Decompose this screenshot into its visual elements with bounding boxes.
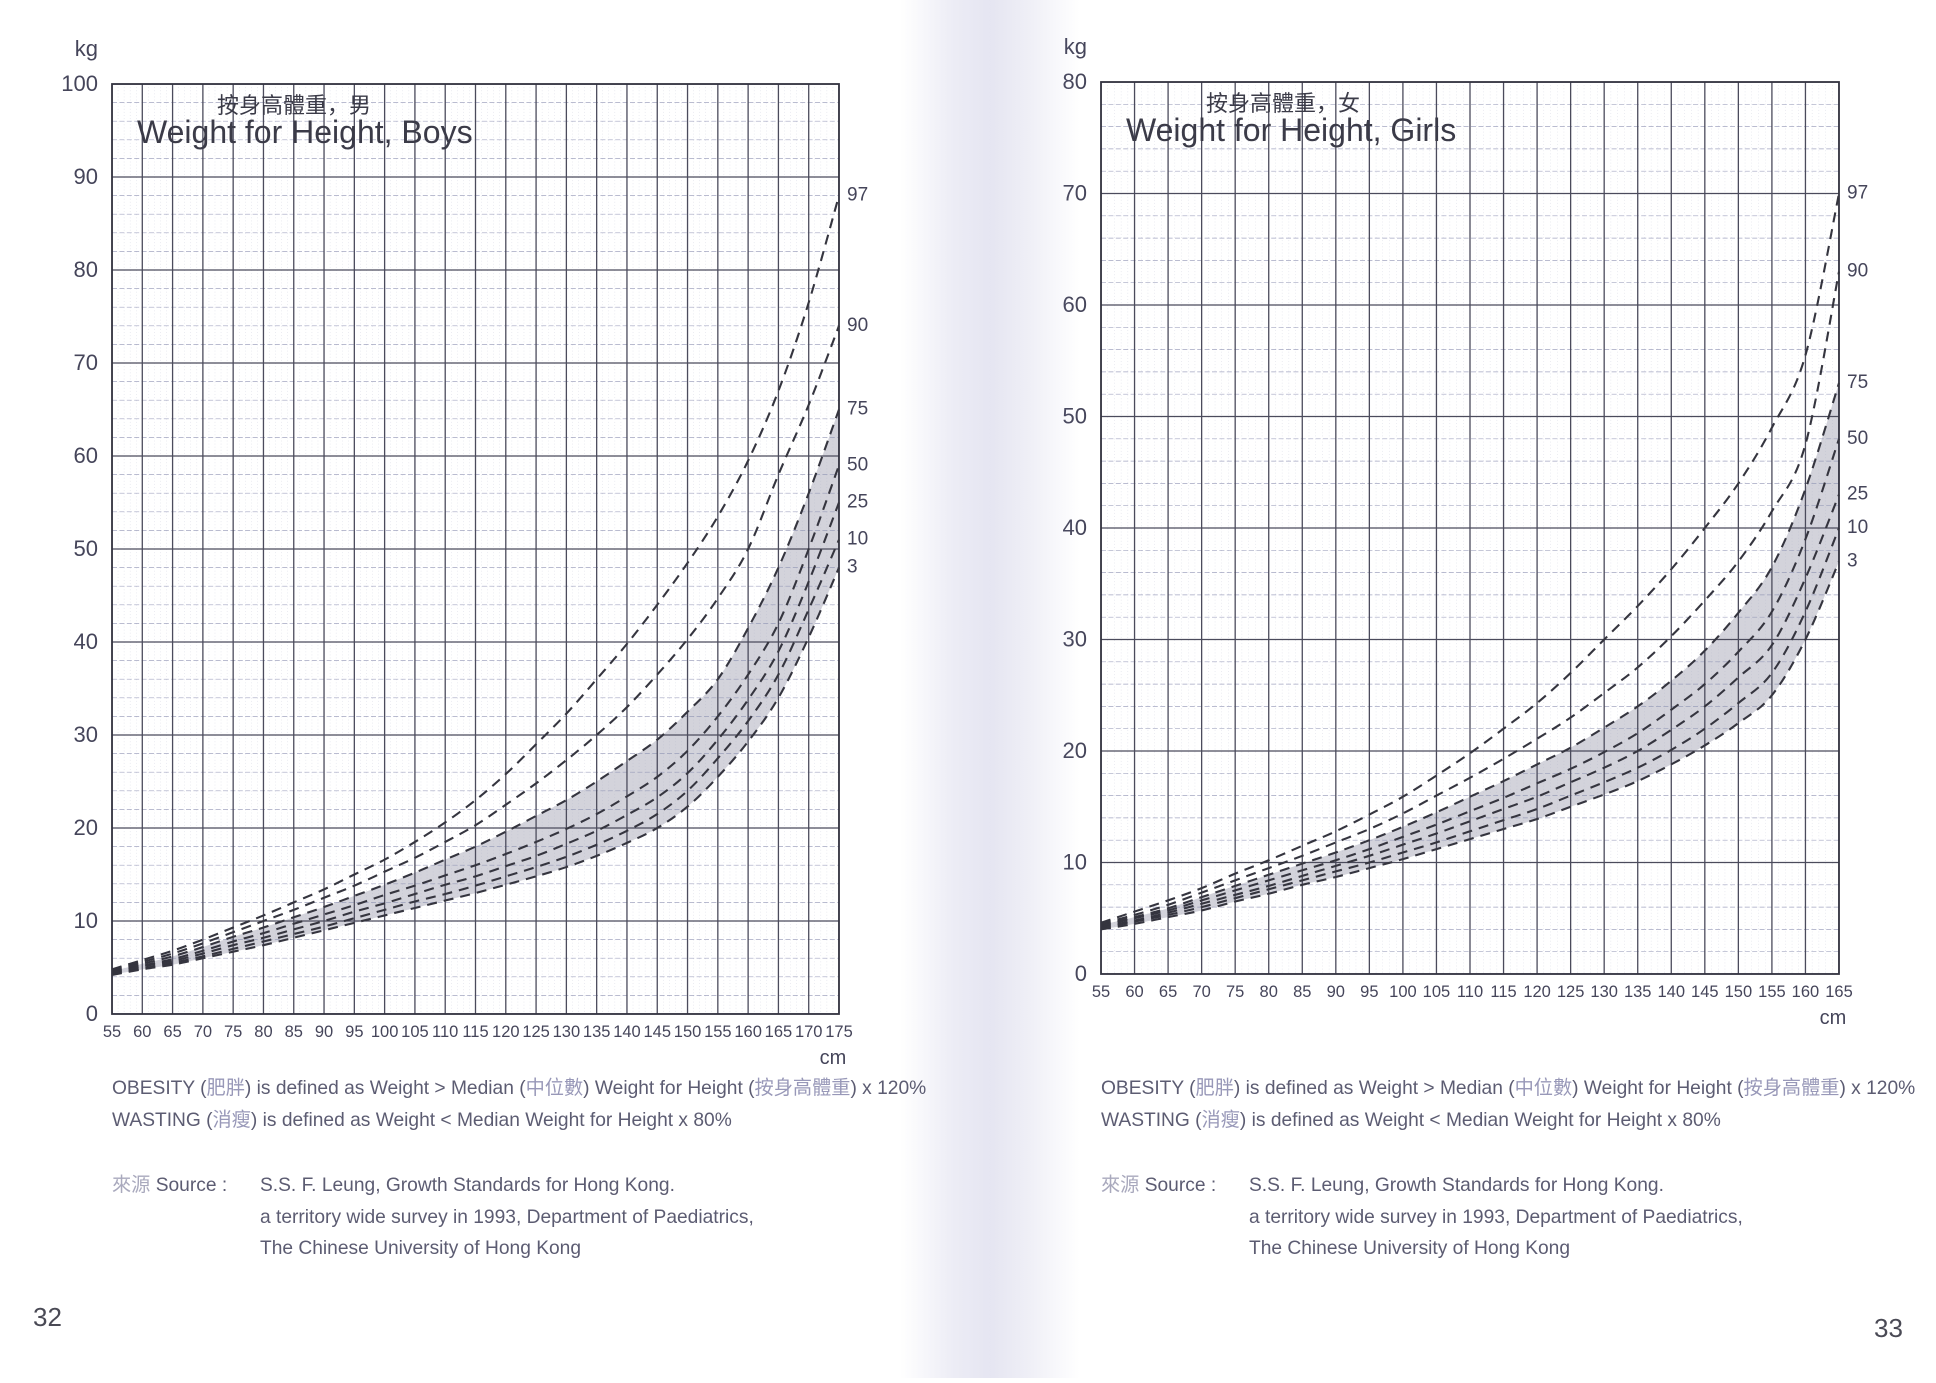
svg-text:155: 155 <box>704 1023 732 1041</box>
svg-text:160: 160 <box>1792 983 1820 1001</box>
svg-text:130: 130 <box>553 1023 581 1041</box>
svg-text:Weight for Height, Girls: Weight for Height, Girls <box>1126 112 1456 148</box>
svg-text:90: 90 <box>1847 261 1868 282</box>
svg-text:170: 170 <box>795 1023 823 1041</box>
svg-text:60: 60 <box>1125 983 1143 1001</box>
svg-text:110: 110 <box>432 1023 458 1041</box>
svg-text:145: 145 <box>1691 983 1719 1001</box>
svg-text:50: 50 <box>74 536 98 561</box>
svg-text:20: 20 <box>1063 738 1087 763</box>
svg-text:150: 150 <box>674 1023 702 1041</box>
svg-text:80: 80 <box>74 257 98 282</box>
svg-text:75: 75 <box>847 399 868 420</box>
svg-text:60: 60 <box>74 443 98 468</box>
svg-text:150: 150 <box>1725 983 1753 1001</box>
svg-text:cm: cm <box>1820 1007 1847 1029</box>
svg-text:120: 120 <box>1523 983 1551 1001</box>
svg-text:10: 10 <box>1063 850 1087 875</box>
svg-text:70: 70 <box>74 350 98 375</box>
svg-text:97: 97 <box>1847 183 1868 204</box>
svg-text:97: 97 <box>847 185 868 206</box>
svg-text:100: 100 <box>1389 983 1417 1001</box>
svg-text:115: 115 <box>462 1023 488 1041</box>
svg-text:90: 90 <box>315 1023 333 1041</box>
svg-text:10: 10 <box>74 908 98 933</box>
svg-text:85: 85 <box>285 1023 303 1041</box>
svg-text:3: 3 <box>1847 550 1858 571</box>
svg-text:80: 80 <box>1260 983 1278 1001</box>
svg-text:75: 75 <box>1847 372 1868 393</box>
svg-text:20: 20 <box>74 815 98 840</box>
svg-text:75: 75 <box>1226 983 1244 1001</box>
svg-text:105: 105 <box>401 1023 429 1041</box>
svg-text:80: 80 <box>254 1023 272 1041</box>
svg-text:10: 10 <box>847 529 868 550</box>
svg-text:3: 3 <box>847 557 858 578</box>
svg-text:155: 155 <box>1758 983 1786 1001</box>
svg-text:165: 165 <box>765 1023 793 1041</box>
svg-text:85: 85 <box>1293 983 1311 1001</box>
svg-text:90: 90 <box>847 315 868 336</box>
svg-text:75: 75 <box>224 1023 242 1041</box>
svg-text:65: 65 <box>163 1023 181 1041</box>
svg-text:135: 135 <box>583 1023 611 1041</box>
svg-text:10: 10 <box>1847 517 1868 538</box>
svg-text:25: 25 <box>847 492 868 513</box>
svg-text:30: 30 <box>74 722 98 747</box>
svg-text:40: 40 <box>74 629 98 654</box>
svg-text:145: 145 <box>643 1023 671 1041</box>
svg-text:130: 130 <box>1590 983 1618 1001</box>
svg-text:70: 70 <box>1063 181 1087 206</box>
svg-text:125: 125 <box>1557 983 1585 1001</box>
svg-text:105: 105 <box>1423 983 1451 1001</box>
svg-text:0: 0 <box>86 1001 98 1026</box>
svg-text:kg: kg <box>1064 34 1087 59</box>
svg-text:40: 40 <box>1063 515 1087 540</box>
svg-text:140: 140 <box>1658 983 1686 1001</box>
svg-text:80: 80 <box>1063 69 1087 94</box>
svg-text:95: 95 <box>1360 983 1378 1001</box>
svg-text:60: 60 <box>1063 292 1087 317</box>
svg-text:65: 65 <box>1159 983 1177 1001</box>
svg-text:50: 50 <box>1847 428 1868 449</box>
svg-text:140: 140 <box>613 1023 641 1041</box>
svg-text:55: 55 <box>103 1023 121 1041</box>
svg-text:100: 100 <box>61 71 98 96</box>
svg-text:165: 165 <box>1825 983 1853 1001</box>
svg-text:120: 120 <box>492 1023 520 1041</box>
svg-text:95: 95 <box>345 1023 363 1041</box>
svg-text:50: 50 <box>1063 404 1087 429</box>
svg-text:50: 50 <box>847 454 868 475</box>
svg-text:kg: kg <box>75 36 98 61</box>
svg-text:70: 70 <box>1192 983 1210 1001</box>
svg-text:90: 90 <box>74 164 98 189</box>
svg-text:115: 115 <box>1490 983 1516 1001</box>
svg-text:25: 25 <box>1847 484 1868 505</box>
svg-text:90: 90 <box>1327 983 1345 1001</box>
svg-text:Weight for Height, Boys: Weight for Height, Boys <box>137 114 473 150</box>
svg-text:135: 135 <box>1624 983 1652 1001</box>
svg-text:cm: cm <box>820 1047 847 1069</box>
svg-text:30: 30 <box>1063 627 1087 652</box>
svg-text:125: 125 <box>522 1023 550 1041</box>
svg-text:100: 100 <box>371 1023 399 1041</box>
svg-text:110: 110 <box>1457 983 1483 1001</box>
svg-text:55: 55 <box>1092 983 1110 1001</box>
svg-text:60: 60 <box>133 1023 151 1041</box>
svg-text:175: 175 <box>825 1023 853 1041</box>
svg-text:70: 70 <box>194 1023 212 1041</box>
svg-text:160: 160 <box>734 1023 762 1041</box>
svg-text:0: 0 <box>1075 961 1087 986</box>
